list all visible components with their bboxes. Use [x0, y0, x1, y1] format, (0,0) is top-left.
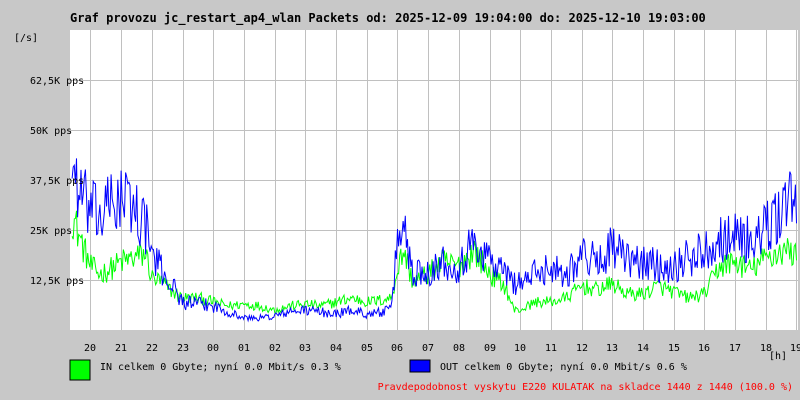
- y-tick-labels: 12,5K pps 25K pps 37,5K pps 50K pps 62,5K pp…: [30, 76, 84, 287]
- series-layer: [71, 158, 797, 323]
- x-tick-label: 13: [606, 343, 618, 354]
- legend-in-swatch: [69, 359, 91, 381]
- x-tick-label: 09: [484, 343, 496, 354]
- y-tick-label: 50K pps: [30, 126, 72, 137]
- x-tick-label: 21: [115, 343, 127, 354]
- x-tick-label: 11: [545, 343, 557, 354]
- x-tick-label: 22: [146, 343, 158, 354]
- legend-out-text: OUT celkem 0 Gbyte; nyní 0.0 Mbit/s 0.6 …: [440, 361, 687, 373]
- y-axis-unit-label: [/s]: [14, 33, 38, 44]
- x-axis-unit-label: [h]: [769, 351, 787, 362]
- legend-out-swatch: [409, 359, 431, 373]
- x-tick-label: 01: [238, 343, 250, 354]
- x-tick-label: 05: [361, 343, 373, 354]
- x-tick-label: 06: [391, 343, 403, 354]
- x-tick-label: 23: [177, 343, 189, 354]
- x-tick-label: 07: [422, 343, 434, 354]
- x-tick-label: 18: [760, 343, 772, 354]
- x-tick-label: 08: [453, 343, 465, 354]
- x-tick-label: 10: [514, 343, 526, 354]
- x-tick-label: 20: [84, 343, 96, 354]
- grid-lines: [70, 30, 798, 330]
- probability-note: Pravdepodobnost vyskytu E220 KULATAK na …: [378, 382, 793, 393]
- x-tick-label: 15: [668, 343, 680, 354]
- x-tick-label: 16: [698, 343, 710, 354]
- x-tick-label: 19: [790, 343, 800, 354]
- x-tick-label: 00: [207, 343, 219, 354]
- x-tick-label: 17: [729, 343, 741, 354]
- x-tick-labels: 20 21 22 23 00 01 02 03 04 05 06 07 08 09 10 11 12 13 14 15…: [84, 343, 800, 354]
- y-tick-label: 25K pps: [30, 226, 72, 237]
- x-tick-label: 12: [576, 343, 588, 354]
- chart-title: Graf provozu jc_restart_ap4_wlan Packets…: [70, 11, 706, 26]
- x-tick-label: 03: [299, 343, 311, 354]
- x-tick-label: 14: [637, 343, 649, 354]
- x-tick-label: 02: [269, 343, 281, 354]
- legend-in-text: IN celkem 0 Gbyte; nyní 0.0 Mbit/s 0.3 %: [100, 361, 341, 373]
- y-tick-label: 37,5K pps: [30, 176, 84, 187]
- y-tick-label: 62,5K pps: [30, 76, 84, 87]
- series-line-out: [71, 158, 797, 323]
- x-tick-label: 04: [330, 343, 342, 354]
- y-tick-label: 12,5K pps: [30, 276, 84, 287]
